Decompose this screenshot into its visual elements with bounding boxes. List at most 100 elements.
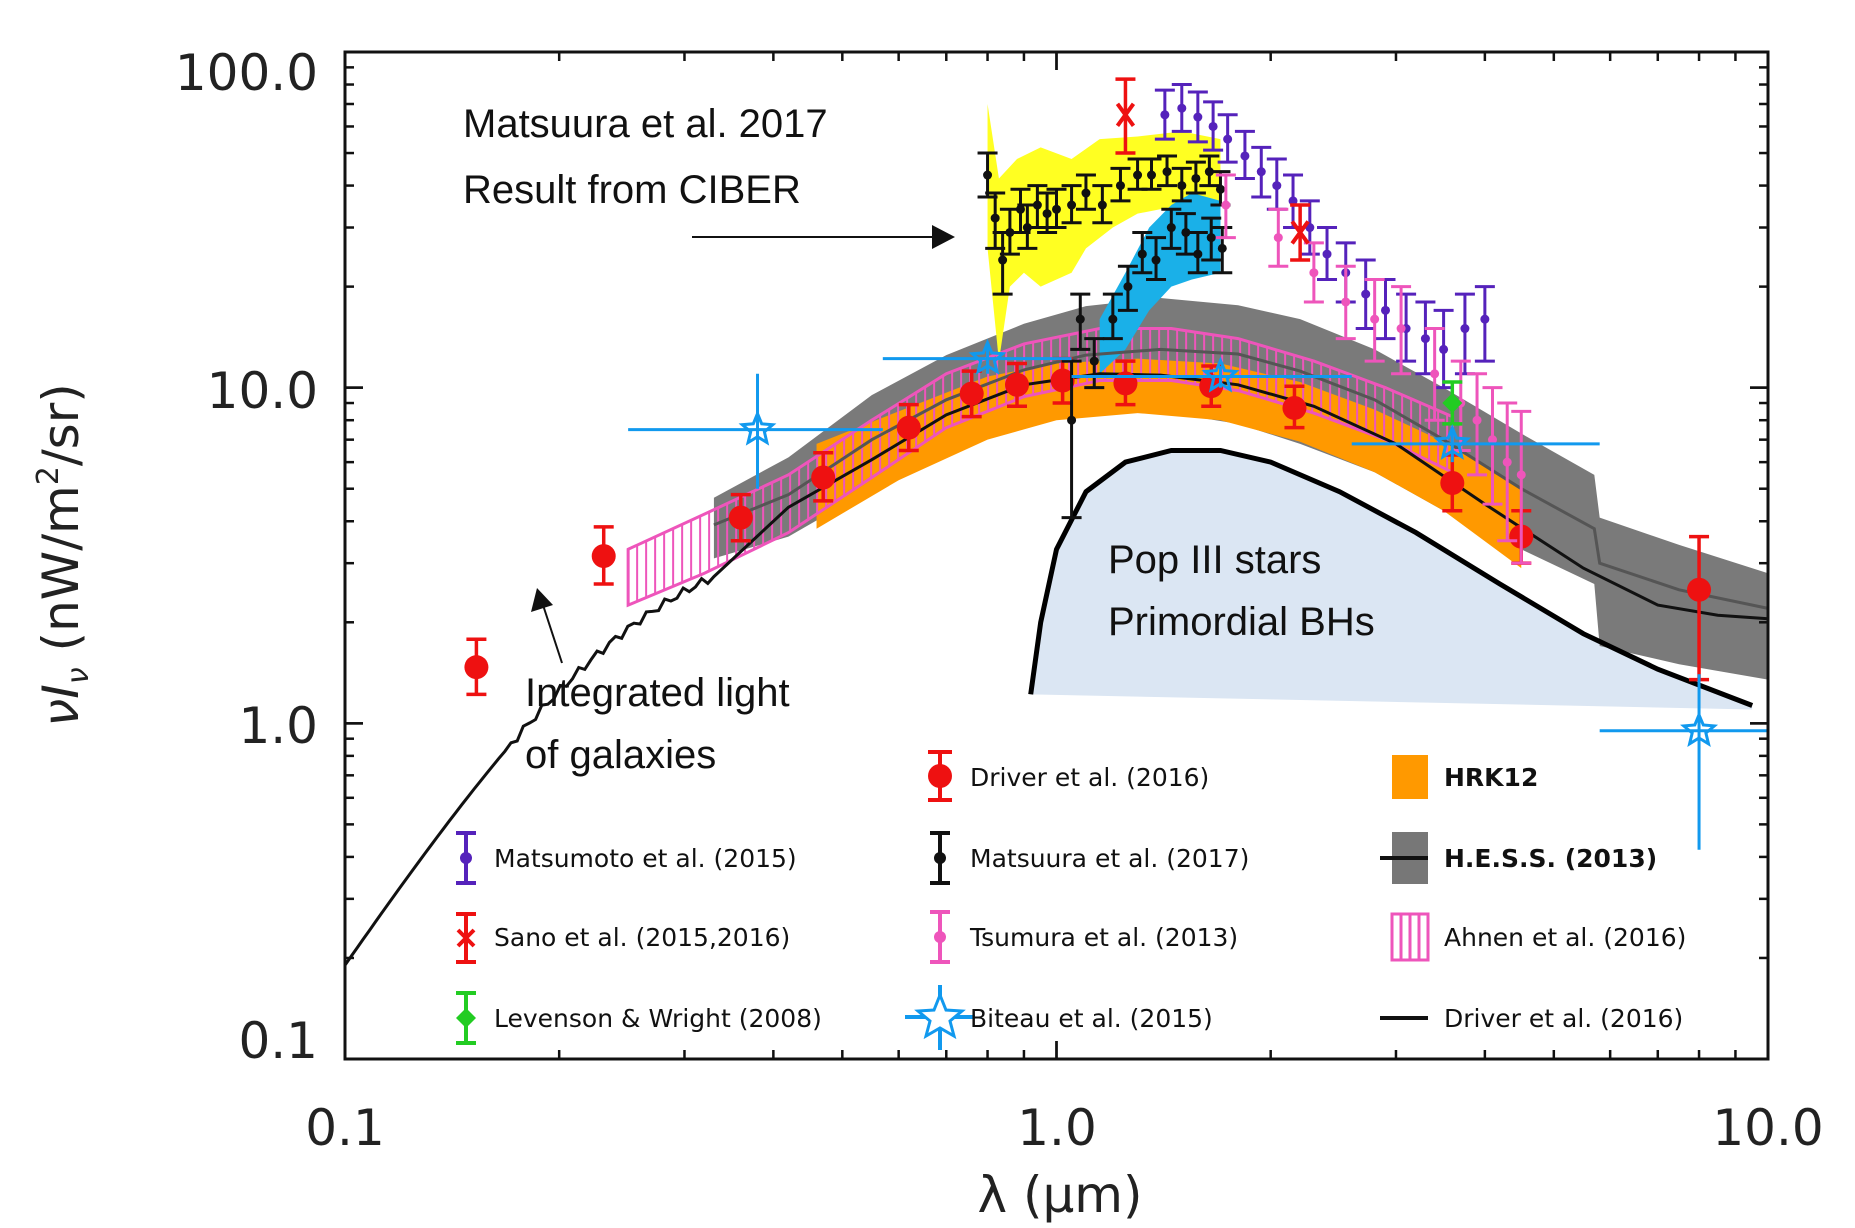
legend-marker-matsuura bbox=[930, 831, 950, 885]
point-1-17-marker bbox=[1191, 173, 1201, 183]
point-1-18-marker bbox=[1204, 167, 1214, 177]
point-4-1-marker bbox=[1290, 220, 1310, 245]
point-1-3-marker bbox=[1005, 227, 1015, 237]
x-tick-label-2: 10.0 bbox=[1712, 1099, 1823, 1157]
point-3-10-marker bbox=[1502, 457, 1512, 467]
point-0-2-marker bbox=[728, 505, 753, 530]
point-2-15-marker bbox=[1420, 334, 1430, 344]
point-1-5-marker bbox=[1022, 223, 1032, 233]
point-1-21-marker bbox=[1089, 356, 1099, 366]
point-2-5-marker bbox=[1240, 151, 1250, 161]
point-1-12-marker bbox=[1115, 181, 1125, 191]
annotation-ciber-line2: Result from CIBER bbox=[463, 168, 801, 212]
point-0-1-marker bbox=[591, 544, 616, 569]
legend-marker-sano bbox=[456, 912, 476, 964]
point-1-1-marker bbox=[990, 213, 1000, 223]
point-1-6-marker bbox=[1032, 200, 1042, 210]
axis-ticks bbox=[343, 50, 1770, 1061]
annotation-igl-arrow bbox=[542, 604, 563, 664]
point-2-6-marker bbox=[1256, 167, 1266, 177]
annotation-pop3-line2: Primordial BHs bbox=[1108, 600, 1375, 644]
point-1-9-marker bbox=[1067, 200, 1077, 210]
annotation-ciber-arrowhead bbox=[932, 225, 955, 249]
point-0-4-marker bbox=[896, 415, 921, 440]
point-1-11-marker bbox=[1097, 200, 1107, 210]
point-1-26-marker bbox=[1166, 223, 1176, 233]
point-2-0-marker bbox=[1160, 110, 1170, 120]
x-tick-label-0: 0.1 bbox=[305, 1099, 385, 1157]
point-1-22-marker bbox=[1108, 314, 1118, 324]
point-1-15-marker bbox=[1162, 167, 1172, 177]
legend-label-matsumoto: Matsumoto et al. (2015) bbox=[494, 844, 797, 873]
point-2-3-marker bbox=[1208, 121, 1218, 131]
point-0-7-marker bbox=[1050, 368, 1075, 393]
point-1-4-marker bbox=[1015, 204, 1025, 214]
annotation-igl-arrowhead bbox=[531, 588, 553, 612]
point-1-25-marker bbox=[1151, 255, 1161, 265]
point-2-13-marker bbox=[1380, 305, 1390, 315]
y-label-units: (nW/m bbox=[32, 485, 90, 651]
legend-label-tsumura: Tsumura et al. (2013) bbox=[969, 923, 1238, 952]
point-1-19-marker bbox=[1215, 184, 1225, 194]
point-1-20-marker bbox=[1075, 314, 1085, 324]
point-1-28-marker bbox=[1193, 249, 1203, 259]
legend-label-hess: H.E.S.S. (2013) bbox=[1444, 844, 1657, 873]
legend-marker-biteau bbox=[905, 985, 975, 1050]
legend-label-levenson: Levenson & Wright (2008) bbox=[494, 1004, 822, 1033]
point-3-9-marker bbox=[1487, 435, 1497, 445]
point-6-1-star bbox=[968, 338, 1007, 375]
popiii-outline bbox=[1028, 448, 1754, 708]
point-3-8-marker bbox=[1472, 415, 1482, 425]
point-2-7-marker bbox=[1272, 181, 1282, 191]
point-0-11-marker bbox=[1440, 470, 1465, 495]
popiii-region bbox=[1030, 450, 1753, 710]
hrk12-band bbox=[816, 358, 1522, 569]
point-6-3-star bbox=[1433, 423, 1472, 460]
point-0-0-marker bbox=[464, 655, 489, 680]
legend-label-biteau: Biteau et al. (2015) bbox=[970, 1004, 1213, 1033]
point-1-7-marker bbox=[1042, 209, 1052, 219]
point-1-30-marker bbox=[1217, 243, 1227, 253]
legend-label-hrk12: HRK12 bbox=[1444, 763, 1538, 792]
ciber-yellow-band bbox=[987, 103, 1221, 362]
y-label-main: νI bbox=[32, 684, 90, 727]
point-2-12-marker bbox=[1361, 289, 1371, 299]
legend-marker-driver-data bbox=[928, 750, 952, 802]
point-3-3-marker bbox=[1341, 297, 1351, 307]
point-0-6-marker bbox=[1004, 372, 1029, 397]
point-1-8-marker bbox=[1052, 204, 1061, 214]
x-axis-label: λ (μm) bbox=[977, 1166, 1142, 1224]
x-tick-label-1: 1.0 bbox=[1017, 1099, 1097, 1157]
annotation-igl-line1: Integrated light bbox=[525, 671, 790, 715]
legend-label-ahnen: Ahnen et al. (2016) bbox=[1444, 923, 1686, 952]
point-0-13-marker bbox=[1687, 577, 1712, 602]
point-1-16-marker bbox=[1177, 181, 1187, 191]
y-tick-label-2: 10.0 bbox=[207, 362, 318, 420]
point-1-14-marker bbox=[1147, 170, 1157, 180]
point-1-29-marker bbox=[1206, 233, 1216, 243]
point-2-4-marker bbox=[1223, 134, 1233, 144]
annotation-ciber-line1: Matsuura et al. 2017 bbox=[463, 102, 828, 146]
point-1-27-marker bbox=[1181, 227, 1191, 237]
annotation-igl-line2: of galaxies bbox=[525, 733, 716, 777]
point-4-0-marker bbox=[1115, 102, 1136, 127]
point-2-2-marker bbox=[1193, 112, 1203, 122]
point-6-4-star bbox=[1680, 710, 1719, 747]
point-1-0-marker bbox=[983, 170, 993, 180]
point-1-10-marker bbox=[1081, 188, 1091, 198]
point-2-10-marker bbox=[1322, 249, 1332, 259]
point-2-18-marker bbox=[1480, 314, 1490, 324]
point-1-24-marker bbox=[1137, 249, 1147, 259]
data-points-layer bbox=[464, 77, 1768, 850]
legend-marker-levenson bbox=[456, 991, 476, 1045]
legend-marker-hess bbox=[1380, 832, 1428, 884]
point-3-1-marker bbox=[1273, 233, 1283, 243]
point-3-6-marker bbox=[1430, 369, 1440, 379]
point-2-8-marker bbox=[1288, 196, 1298, 206]
point-3-4-marker bbox=[1370, 314, 1380, 324]
point-1-23-marker bbox=[1123, 282, 1133, 292]
y-label-units-end: /sr) bbox=[32, 383, 90, 466]
legend-label-matsuura: Matsuura et al. (2017) bbox=[970, 844, 1249, 873]
legend-label-sano: Sano et al. (2015,2016) bbox=[494, 923, 790, 952]
y-tick-label-0: 0.1 bbox=[238, 1012, 318, 1070]
